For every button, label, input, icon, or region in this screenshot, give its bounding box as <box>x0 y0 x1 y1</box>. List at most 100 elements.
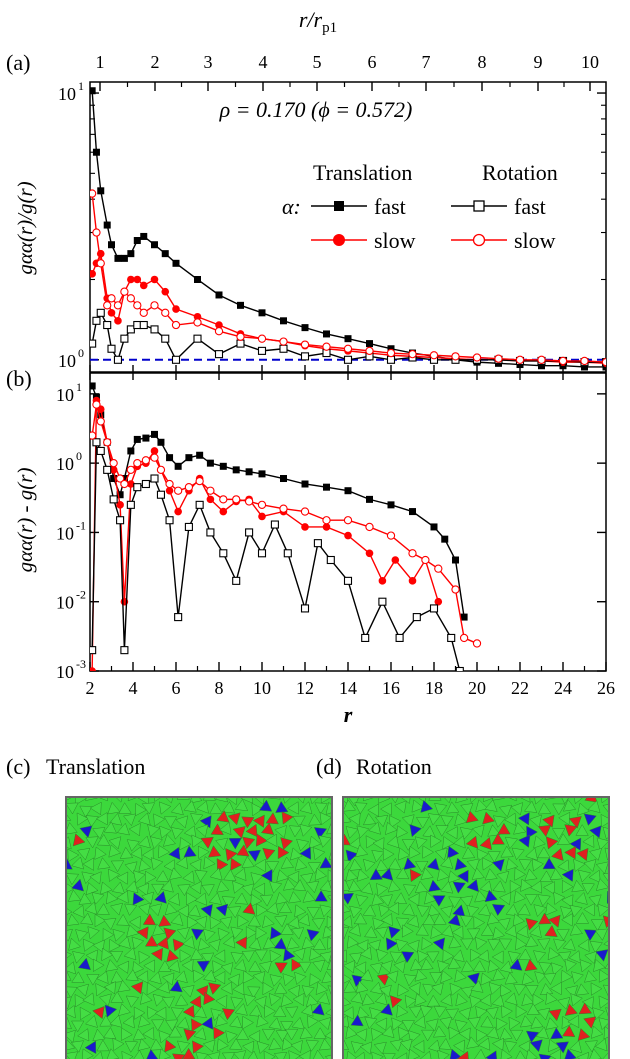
particle <box>82 938 96 952</box>
particle <box>598 1017 609 1031</box>
particle <box>466 972 480 986</box>
particle <box>496 870 510 884</box>
data-point <box>283 549 292 558</box>
b-ytick-exp: -1 <box>76 518 86 532</box>
particle <box>202 1039 216 1053</box>
data-point <box>343 576 353 585</box>
data-point <box>150 447 159 455</box>
particle <box>538 1053 552 1059</box>
particle <box>438 1037 452 1050</box>
particle <box>440 993 453 1007</box>
particle <box>243 993 257 1007</box>
particle <box>379 1003 393 1016</box>
particle <box>408 981 421 996</box>
particle <box>227 906 242 919</box>
particle <box>94 913 107 928</box>
particle <box>588 869 601 884</box>
particle <box>256 1014 269 1028</box>
particle <box>202 797 216 801</box>
top-tick-label: 4 <box>259 52 268 72</box>
particle <box>521 972 535 986</box>
particle <box>442 836 455 850</box>
particle <box>524 868 538 881</box>
particle <box>469 995 482 1009</box>
particle <box>183 1028 197 1042</box>
particle <box>362 813 377 826</box>
particle <box>110 860 125 873</box>
particle <box>372 837 385 851</box>
particle <box>376 948 389 962</box>
particle <box>415 861 429 873</box>
particle <box>583 1016 597 1029</box>
particle <box>280 922 294 935</box>
particle <box>72 833 86 847</box>
data-point <box>395 633 404 642</box>
data-point <box>408 549 417 558</box>
data-point <box>421 555 430 565</box>
particle <box>515 1050 526 1059</box>
particle <box>395 938 409 952</box>
particle <box>349 952 363 965</box>
particle <box>163 859 176 873</box>
particle <box>167 959 181 973</box>
particle <box>474 1048 487 1059</box>
particle <box>594 1038 608 1052</box>
particle <box>542 857 556 870</box>
particle <box>85 836 99 849</box>
particle <box>128 915 141 930</box>
particle <box>146 1006 159 1020</box>
data-point <box>387 501 395 509</box>
particle <box>600 813 609 828</box>
particle <box>514 867 527 881</box>
particle <box>215 903 229 917</box>
particle <box>124 903 138 916</box>
particle <box>504 836 519 850</box>
particle <box>71 971 85 984</box>
particle <box>428 797 442 801</box>
particle <box>158 801 172 815</box>
particle <box>196 960 210 973</box>
particle <box>565 985 578 998</box>
particle <box>409 824 422 838</box>
particle <box>79 805 93 818</box>
data-point <box>279 504 288 513</box>
data-point <box>156 465 166 475</box>
particle <box>451 949 465 963</box>
particle <box>167 892 181 906</box>
snapshot-c-title: Translation <box>46 754 145 779</box>
particle <box>277 845 290 860</box>
particle <box>550 1027 564 1040</box>
particle <box>193 1005 207 1019</box>
data-point <box>472 353 482 362</box>
particle <box>150 836 163 850</box>
particle <box>389 995 403 1009</box>
particle <box>426 951 440 964</box>
data-point <box>156 490 165 499</box>
particle <box>417 950 430 964</box>
data-point <box>140 232 148 240</box>
data-point <box>113 301 123 310</box>
data-point <box>96 446 105 455</box>
particle <box>396 1004 409 1018</box>
data-point <box>133 237 141 245</box>
data-point <box>90 431 97 440</box>
particle <box>396 825 409 839</box>
particle <box>587 800 601 814</box>
data-point <box>313 539 322 548</box>
particle <box>102 927 115 942</box>
particle <box>374 992 388 1006</box>
particle <box>389 951 403 964</box>
particle <box>152 993 166 1007</box>
particle <box>275 1030 290 1043</box>
series-line <box>91 441 461 671</box>
particle <box>125 880 139 894</box>
particle <box>190 813 204 826</box>
particle <box>183 845 197 858</box>
particle <box>215 994 228 1009</box>
particle <box>491 1037 504 1051</box>
particle <box>225 848 238 862</box>
particle <box>182 1004 195 1019</box>
particle <box>387 879 401 893</box>
particle <box>150 857 164 871</box>
data-point <box>195 476 204 486</box>
